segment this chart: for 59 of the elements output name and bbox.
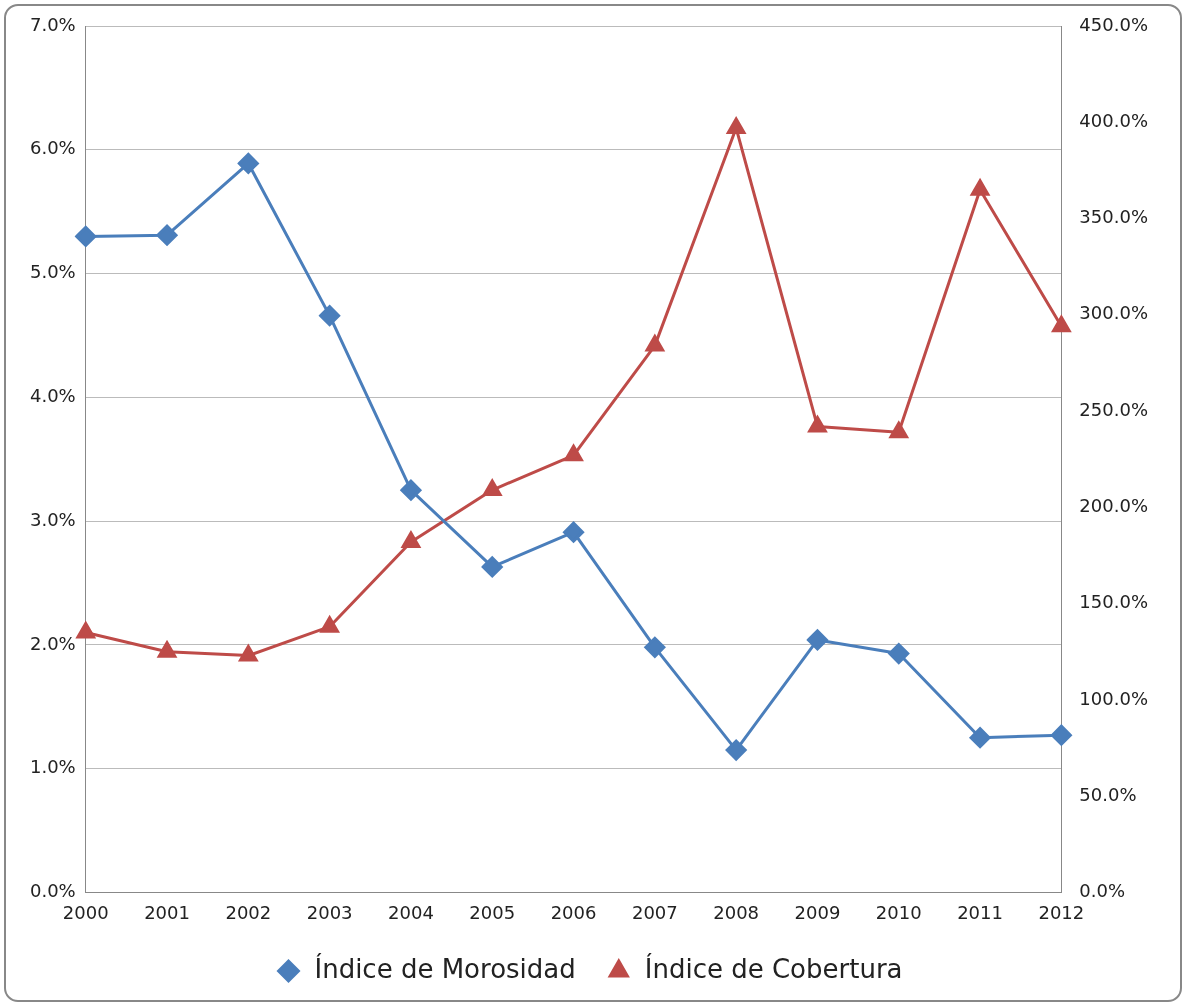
y2-tick-label: 0.0% <box>1079 880 1126 902</box>
x-tick-label: 2001 <box>144 901 190 923</box>
point <box>1052 315 1071 333</box>
y2-tick-label: 400.0% <box>1079 109 1149 131</box>
y-tick-label: 0.0% <box>30 880 76 902</box>
x-tick-label: 2005 <box>469 901 516 923</box>
point <box>237 152 259 174</box>
y-tick-label: 3.0% <box>30 508 76 530</box>
legend-label: Índice de Cobertura <box>644 952 903 984</box>
y2-tick-label: 100.0% <box>1079 687 1149 709</box>
y2-tick-label: 250.0% <box>1079 398 1149 420</box>
y2-tick-label: 350.0% <box>1079 206 1149 228</box>
point <box>75 225 97 247</box>
point <box>157 641 177 658</box>
y-tick-label: 5.0% <box>30 261 76 283</box>
x-tick-label: 2009 <box>794 901 841 923</box>
y-tick-label: 7.0% <box>30 13 76 35</box>
x-tick-label: 2003 <box>306 901 353 923</box>
y2-tick-label: 300.0% <box>1079 302 1149 324</box>
point <box>969 727 991 749</box>
point <box>76 621 96 639</box>
point <box>970 179 990 196</box>
x-tick-label: 2000 <box>62 901 109 923</box>
y2-tick-label: 150.0% <box>1079 591 1149 613</box>
point <box>563 521 585 543</box>
point <box>481 556 503 578</box>
y-tick-label: 6.0% <box>30 137 76 159</box>
y-tick-label: 2.0% <box>30 632 76 654</box>
y-tick-label: 1.0% <box>30 756 76 778</box>
point <box>564 444 583 462</box>
x-tick-label: 2002 <box>225 901 272 923</box>
point <box>239 645 258 662</box>
point <box>806 629 828 651</box>
point <box>808 415 827 433</box>
point <box>319 305 341 327</box>
legend-label: Índice de Morosidad <box>314 952 576 984</box>
x-tick-label: 2008 <box>713 901 760 923</box>
point <box>645 335 665 352</box>
point <box>320 616 339 633</box>
x-tick-label: 2006 <box>550 901 597 923</box>
point <box>644 636 666 658</box>
y2-tick-label: 50.0% <box>1079 783 1137 805</box>
x-tick-label: 2010 <box>875 901 922 923</box>
point <box>888 643 910 665</box>
x-tick-label: 2004 <box>388 901 434 923</box>
point <box>400 479 422 501</box>
y2-tick-label: 450.0% <box>1079 13 1149 35</box>
point <box>725 739 747 761</box>
point <box>156 224 178 246</box>
point <box>482 479 502 497</box>
point <box>1050 724 1072 746</box>
point <box>889 421 909 439</box>
y2-tick-label: 200.0% <box>1079 495 1149 517</box>
x-tick-label: 2012 <box>1038 901 1085 923</box>
x-tick-label: 2007 <box>631 901 678 923</box>
point <box>726 117 746 135</box>
point <box>401 531 421 548</box>
x-tick-label: 2011 <box>957 901 1003 923</box>
y-tick-label: 4.0% <box>30 384 76 406</box>
